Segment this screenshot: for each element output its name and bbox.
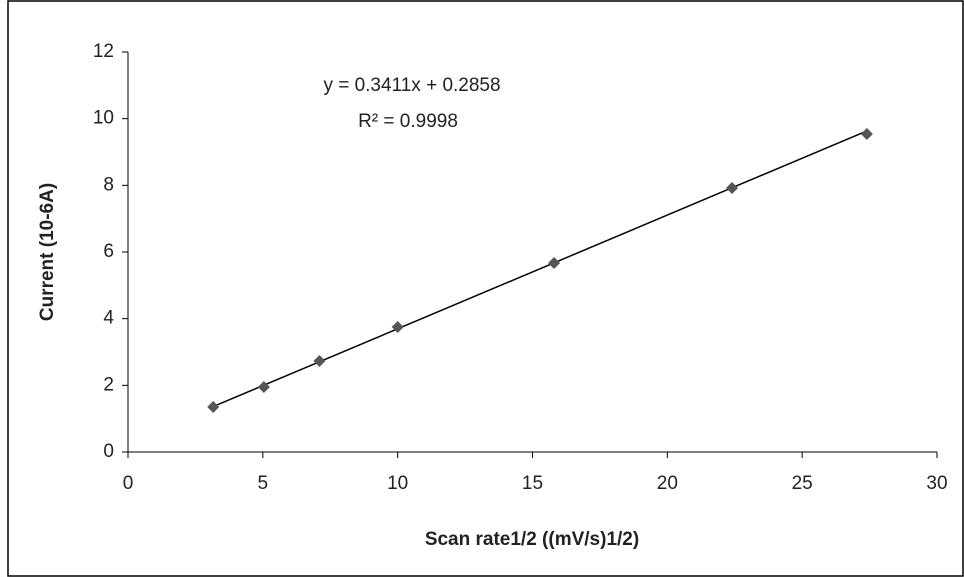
- y-tick-label: 6: [103, 241, 114, 262]
- data-point: [391, 321, 404, 333]
- data-point: [860, 128, 873, 140]
- r-squared: R² = 0.9998: [358, 111, 458, 132]
- x-tick-label: 15: [522, 473, 543, 494]
- x-tick-label: 0: [123, 473, 134, 494]
- y-axis-title: Current (10-6A): [37, 183, 58, 321]
- y-tick-label: 2: [103, 374, 114, 395]
- x-tick-label: 25: [792, 473, 813, 494]
- chart-frame: [7, 0, 964, 577]
- x-tick-label: 20: [657, 473, 678, 494]
- x-tick-label: 30: [926, 473, 947, 494]
- data-point: [207, 401, 220, 413]
- data-point: [257, 381, 270, 393]
- y-tick-label: 8: [103, 174, 114, 195]
- y-tick-label: 10: [93, 108, 114, 129]
- y-tick-label: 0: [103, 441, 114, 462]
- y-tick-label: 12: [93, 41, 114, 62]
- x-axis-title: Scan rate1/2 ((mV/s)1/2): [425, 529, 639, 550]
- data-point: [726, 182, 739, 194]
- x-tick-label: 10: [387, 473, 408, 494]
- y-tick-label: 4: [103, 308, 114, 329]
- x-tick-label: 5: [258, 473, 269, 494]
- data-point: [313, 355, 326, 367]
- equation: y = 0.3411x + 0.2858: [323, 75, 500, 96]
- data-point: [548, 257, 561, 269]
